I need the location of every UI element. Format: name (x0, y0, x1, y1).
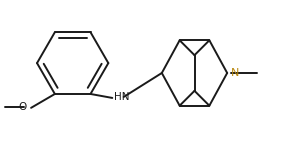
Text: O: O (19, 102, 27, 112)
Text: N: N (231, 68, 239, 78)
Text: HN: HN (114, 92, 130, 102)
